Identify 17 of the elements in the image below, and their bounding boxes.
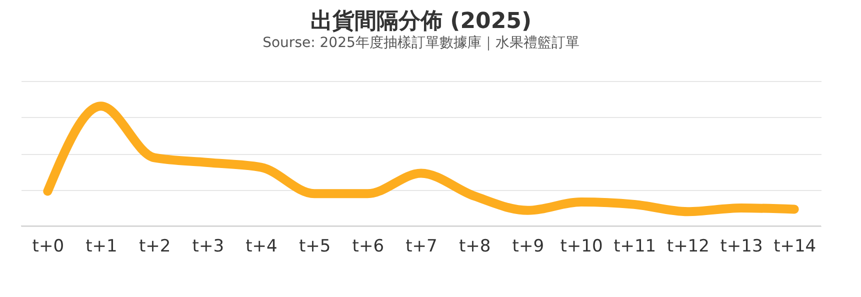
x-tick-label: t+10	[560, 236, 603, 256]
x-tick-label: t+7	[406, 236, 438, 256]
chart-title: 出貨間隔分佈 (2025)	[310, 9, 532, 34]
x-tick-label: t+12	[666, 236, 710, 256]
x-tick-label: t+3	[192, 236, 224, 256]
x-tick-label: t+13	[720, 236, 763, 256]
x-tick-label: t+5	[298, 236, 331, 256]
x-tick-label: t+14	[774, 236, 816, 256]
x-tick-label: t+6	[352, 236, 384, 256]
x-tick-label: t+0	[32, 236, 64, 256]
x-tick-label: t+4	[246, 236, 278, 256]
x-tick-label: t+8	[458, 236, 491, 256]
x-tick-label: t+11	[614, 236, 656, 256]
x-tick-label: t+1	[86, 236, 118, 256]
x-tick-label: t+2	[138, 236, 171, 256]
chart-subtitle: Sourse: 2025年度抽樣訂單數據庫｜水果禮籃訂單	[262, 35, 580, 51]
x-tick-label: t+9	[512, 236, 544, 256]
